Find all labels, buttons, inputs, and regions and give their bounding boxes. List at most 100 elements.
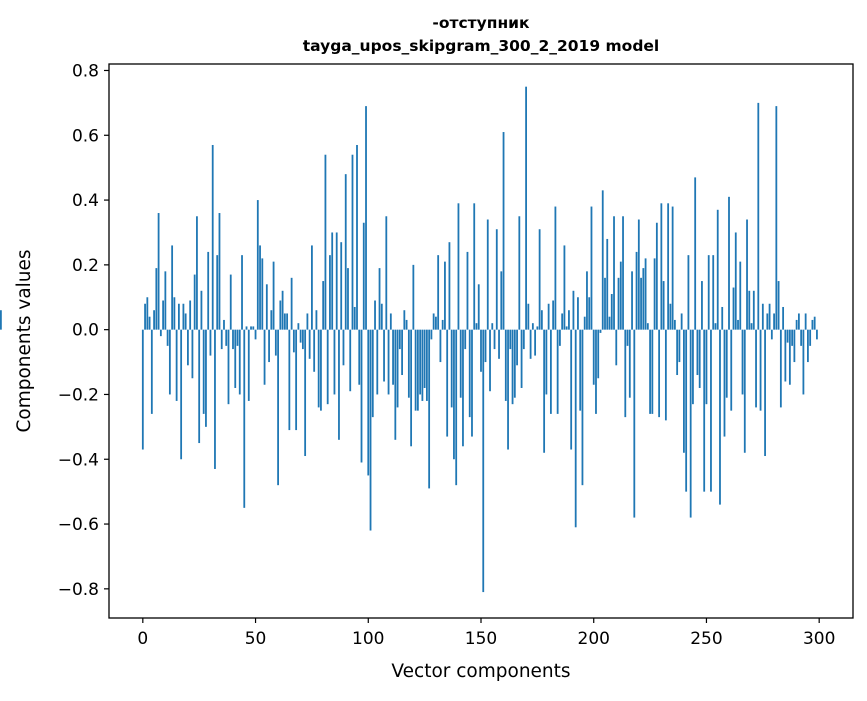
bar-249	[703, 329, 706, 492]
bar-102	[371, 329, 374, 418]
bar-201	[595, 329, 597, 414]
bar-79	[320, 329, 322, 411]
bar-178	[543, 329, 546, 453]
bar-256	[719, 329, 721, 505]
bar-33	[216, 255, 219, 330]
bar-138	[453, 329, 455, 460]
bar-176	[538, 229, 541, 330]
bar-265	[739, 261, 742, 330]
bar-260	[728, 196, 730, 330]
bar-195	[581, 329, 584, 486]
bar-255	[716, 209, 719, 330]
bar-36	[223, 319, 225, 330]
y-tick-label: −0.2	[58, 385, 99, 405]
bar-65	[288, 329, 291, 431]
bar-267	[743, 329, 746, 453]
bar-82	[326, 329, 329, 405]
bar-8	[159, 329, 162, 337]
bar-7	[157, 213, 160, 330]
bar-84	[331, 232, 334, 330]
bar-190	[570, 329, 573, 450]
bar-80	[322, 281, 325, 330]
y-tick-label: −0.8	[58, 580, 99, 600]
bar-212	[619, 261, 622, 330]
x-axis-ticks: 0 50 100 150 200 250 300	[137, 618, 835, 649]
bar-198	[588, 297, 591, 330]
bar-162	[507, 329, 509, 450]
bar-88	[340, 242, 343, 330]
bar-231	[662, 281, 665, 330]
bar-11	[166, 329, 169, 346]
bar-115	[401, 329, 403, 376]
x-tick-label: 0	[137, 629, 148, 649]
bar-226	[651, 329, 654, 414]
bar-66	[290, 277, 293, 330]
bar-16	[177, 303, 180, 330]
bar-9	[162, 300, 165, 330]
bar-139	[455, 329, 458, 486]
bar-152	[484, 329, 487, 363]
bar-144	[466, 251, 469, 330]
bar-32	[214, 329, 216, 469]
bar-34	[218, 213, 221, 330]
bar-123	[419, 329, 422, 395]
bar-211	[617, 277, 620, 330]
bar-233	[667, 203, 670, 330]
bar-235	[671, 206, 674, 330]
bar-246	[696, 329, 699, 376]
bar-150	[480, 329, 482, 372]
bar-104	[376, 329, 379, 395]
bar-222	[642, 268, 645, 330]
x-tick-label: 100	[352, 629, 384, 649]
bar-244	[692, 329, 694, 405]
bar-223	[644, 258, 647, 330]
bar-184	[556, 329, 559, 414]
bar-209	[613, 216, 615, 330]
bar-268	[746, 219, 748, 330]
bar-247	[698, 329, 701, 388]
bar-234	[669, 303, 672, 330]
bar-174	[534, 329, 537, 356]
bar-228	[655, 222, 658, 330]
bar-30	[209, 329, 212, 356]
bar-194	[579, 329, 582, 411]
bar-165	[513, 329, 516, 398]
bar-28	[205, 329, 207, 427]
bar-271	[752, 290, 755, 330]
bar-109	[387, 329, 390, 395]
bar-219	[635, 251, 638, 330]
bar-127	[428, 329, 431, 489]
bar-196	[583, 316, 586, 330]
bar-262	[732, 287, 735, 330]
bar-207	[608, 316, 611, 330]
bar-183	[554, 206, 557, 330]
bar-203	[599, 329, 602, 333]
bar-18	[182, 303, 185, 330]
bar-40	[232, 329, 234, 350]
bar-89	[342, 329, 345, 366]
bar-277	[766, 313, 769, 330]
bar-141	[459, 329, 462, 398]
x-tick-label: 300	[803, 629, 835, 649]
bar-204	[601, 190, 604, 330]
bar-5	[153, 310, 155, 330]
bar-56	[268, 329, 270, 363]
y-tick-label: 0.2	[72, 256, 99, 276]
bar-188	[565, 326, 568, 330]
bar-68	[295, 329, 298, 431]
bar-297	[811, 319, 814, 330]
bar-217	[631, 271, 633, 330]
bar-43	[238, 329, 241, 395]
bar-156	[493, 329, 496, 350]
bar-19	[184, 313, 187, 330]
bar-76	[313, 329, 316, 372]
bar-41	[234, 329, 237, 388]
y-axis-label: Components values	[14, 249, 35, 432]
bar-164	[511, 329, 514, 405]
bar-2	[146, 297, 149, 330]
bar-87	[338, 329, 340, 440]
x-tick-label: 200	[578, 629, 610, 649]
bar-257	[721, 306, 724, 330]
bar-148	[475, 323, 478, 330]
bar-264	[737, 319, 739, 330]
